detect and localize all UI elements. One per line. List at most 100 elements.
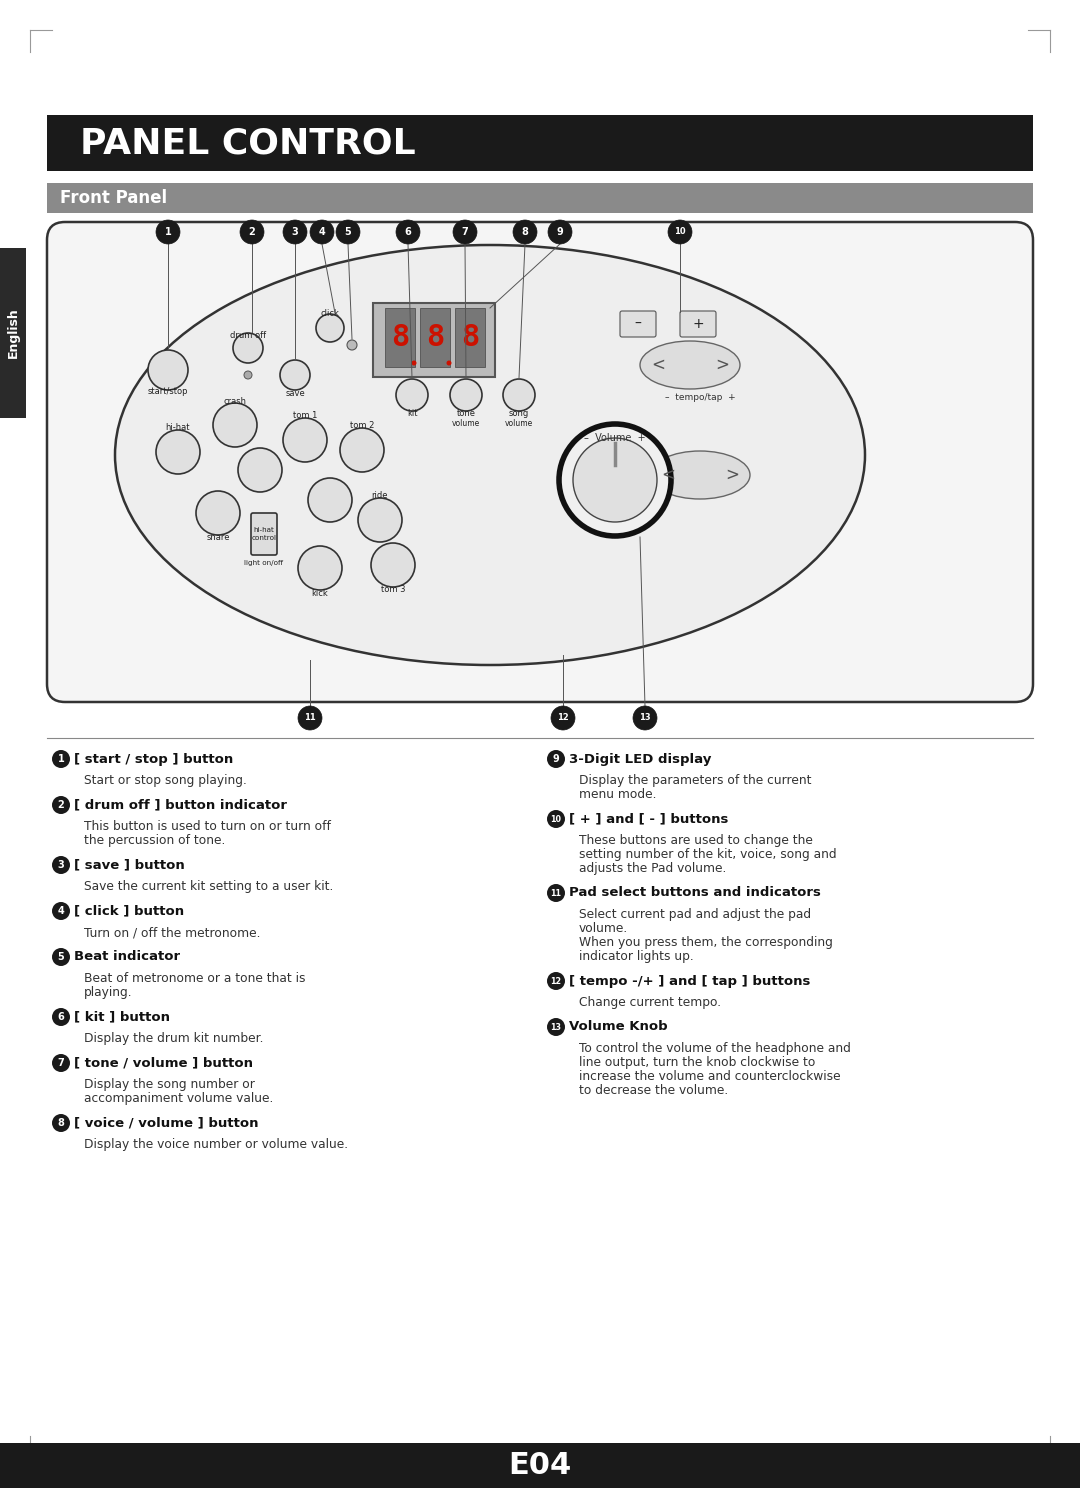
Text: increase the volume and counterclockwise: increase the volume and counterclockwise (579, 1070, 840, 1083)
FancyBboxPatch shape (48, 222, 1032, 702)
Text: Display the parameters of the current: Display the parameters of the current (579, 774, 811, 787)
Text: [ tone / volume ] button: [ tone / volume ] button (75, 1056, 253, 1070)
Text: Save the current kit setting to a user kit.: Save the current kit setting to a user k… (84, 879, 334, 893)
Bar (48, 183, 1032, 213)
Text: To control the volume of the headphone and: To control the volume of the headphone a… (579, 1042, 851, 1055)
Text: >: > (715, 356, 729, 373)
Text: kit: kit (407, 409, 417, 418)
Circle shape (340, 429, 384, 472)
Circle shape (213, 403, 257, 446)
Text: tom 1: tom 1 (293, 412, 318, 421)
Circle shape (52, 796, 70, 814)
Circle shape (446, 360, 451, 366)
Text: adjusts the Pad volume.: adjusts the Pad volume. (579, 862, 727, 875)
Text: 9: 9 (553, 754, 559, 763)
Text: <: < (651, 356, 665, 373)
Bar (0, 1443, 1080, 1488)
Circle shape (52, 750, 70, 768)
FancyBboxPatch shape (620, 311, 656, 336)
Text: These buttons are used to change the: These buttons are used to change the (579, 833, 813, 847)
Text: kick: kick (312, 588, 328, 598)
Ellipse shape (640, 341, 740, 388)
Text: light on/off: light on/off (244, 559, 283, 565)
Text: click: click (321, 310, 339, 318)
Text: ride: ride (372, 491, 388, 500)
Text: 4: 4 (57, 906, 65, 917)
Text: 3: 3 (57, 860, 65, 870)
Text: hi-hat: hi-hat (165, 424, 190, 433)
Circle shape (546, 809, 565, 827)
FancyBboxPatch shape (455, 308, 485, 368)
Text: Display the voice number or volume value.: Display the voice number or volume value… (84, 1138, 348, 1152)
Text: When you press them, the corresponding: When you press them, the corresponding (579, 936, 833, 949)
Text: tom 3: tom 3 (381, 585, 405, 595)
Text: indicator lights up.: indicator lights up. (579, 949, 693, 963)
FancyBboxPatch shape (680, 311, 716, 336)
Circle shape (411, 360, 417, 366)
Circle shape (396, 379, 428, 411)
Text: 13: 13 (551, 1022, 562, 1031)
Text: [ kit ] button: [ kit ] button (75, 1010, 170, 1024)
Circle shape (52, 948, 70, 966)
Text: +: + (692, 317, 704, 330)
Circle shape (450, 379, 482, 411)
Text: Beat indicator: Beat indicator (75, 951, 180, 964)
Text: Change current tempo.: Change current tempo. (579, 995, 721, 1009)
Circle shape (546, 972, 565, 990)
Circle shape (52, 1115, 70, 1132)
Text: 3: 3 (292, 228, 298, 237)
Text: Pad select buttons and indicators: Pad select buttons and indicators (569, 887, 821, 900)
Circle shape (347, 339, 357, 350)
Circle shape (453, 220, 477, 244)
Text: setting number of the kit, voice, song and: setting number of the kit, voice, song a… (579, 848, 837, 862)
Text: [ + ] and [ - ] buttons: [ + ] and [ - ] buttons (569, 812, 728, 826)
Text: song: song (509, 409, 529, 418)
Text: [ start / stop ] button: [ start / stop ] button (75, 753, 233, 765)
Text: 12: 12 (551, 976, 562, 985)
Text: Turn on / off the metronome.: Turn on / off the metronome. (84, 926, 260, 939)
Text: playing.: playing. (84, 987, 133, 998)
Circle shape (283, 418, 327, 461)
Text: 10: 10 (551, 814, 562, 823)
Text: 11: 11 (305, 714, 315, 723)
Text: start/stop: start/stop (148, 387, 188, 396)
Circle shape (513, 220, 537, 244)
Text: volume: volume (451, 418, 481, 427)
Text: English: English (6, 308, 19, 359)
Text: drum off: drum off (230, 332, 266, 341)
Text: tone: tone (457, 409, 475, 418)
Circle shape (503, 379, 535, 411)
Text: Volume Knob: Volume Knob (569, 1021, 667, 1034)
Circle shape (551, 705, 575, 731)
Text: 9: 9 (556, 228, 564, 237)
Circle shape (52, 1007, 70, 1027)
Circle shape (156, 220, 180, 244)
Text: 1: 1 (57, 754, 65, 763)
Text: [ drum off ] button indicator: [ drum off ] button indicator (75, 799, 287, 811)
Circle shape (308, 478, 352, 522)
Text: 1: 1 (164, 228, 172, 237)
Text: 8: 8 (461, 323, 480, 353)
Circle shape (298, 546, 342, 591)
Text: 6: 6 (405, 228, 411, 237)
Text: 2: 2 (248, 228, 255, 237)
FancyBboxPatch shape (251, 513, 276, 555)
Text: accompaniment volume value.: accompaniment volume value. (84, 1092, 273, 1106)
Text: [ tempo -/+ ] and [ tap ] buttons: [ tempo -/+ ] and [ tap ] buttons (569, 975, 810, 988)
Circle shape (310, 220, 334, 244)
Circle shape (52, 902, 70, 920)
Text: 12: 12 (557, 714, 569, 723)
Text: 8: 8 (391, 323, 409, 353)
Text: Front Panel: Front Panel (60, 189, 167, 207)
Text: to decrease the volume.: to decrease the volume. (579, 1083, 728, 1097)
Circle shape (195, 491, 240, 536)
Circle shape (283, 220, 307, 244)
Circle shape (357, 498, 402, 542)
Text: 13: 13 (639, 714, 651, 723)
Text: Display the drum kit number.: Display the drum kit number. (84, 1033, 264, 1045)
Text: 8: 8 (57, 1117, 65, 1128)
Text: [ save ] button: [ save ] button (75, 859, 185, 872)
Circle shape (633, 705, 657, 731)
Circle shape (52, 856, 70, 873)
Circle shape (559, 424, 671, 536)
